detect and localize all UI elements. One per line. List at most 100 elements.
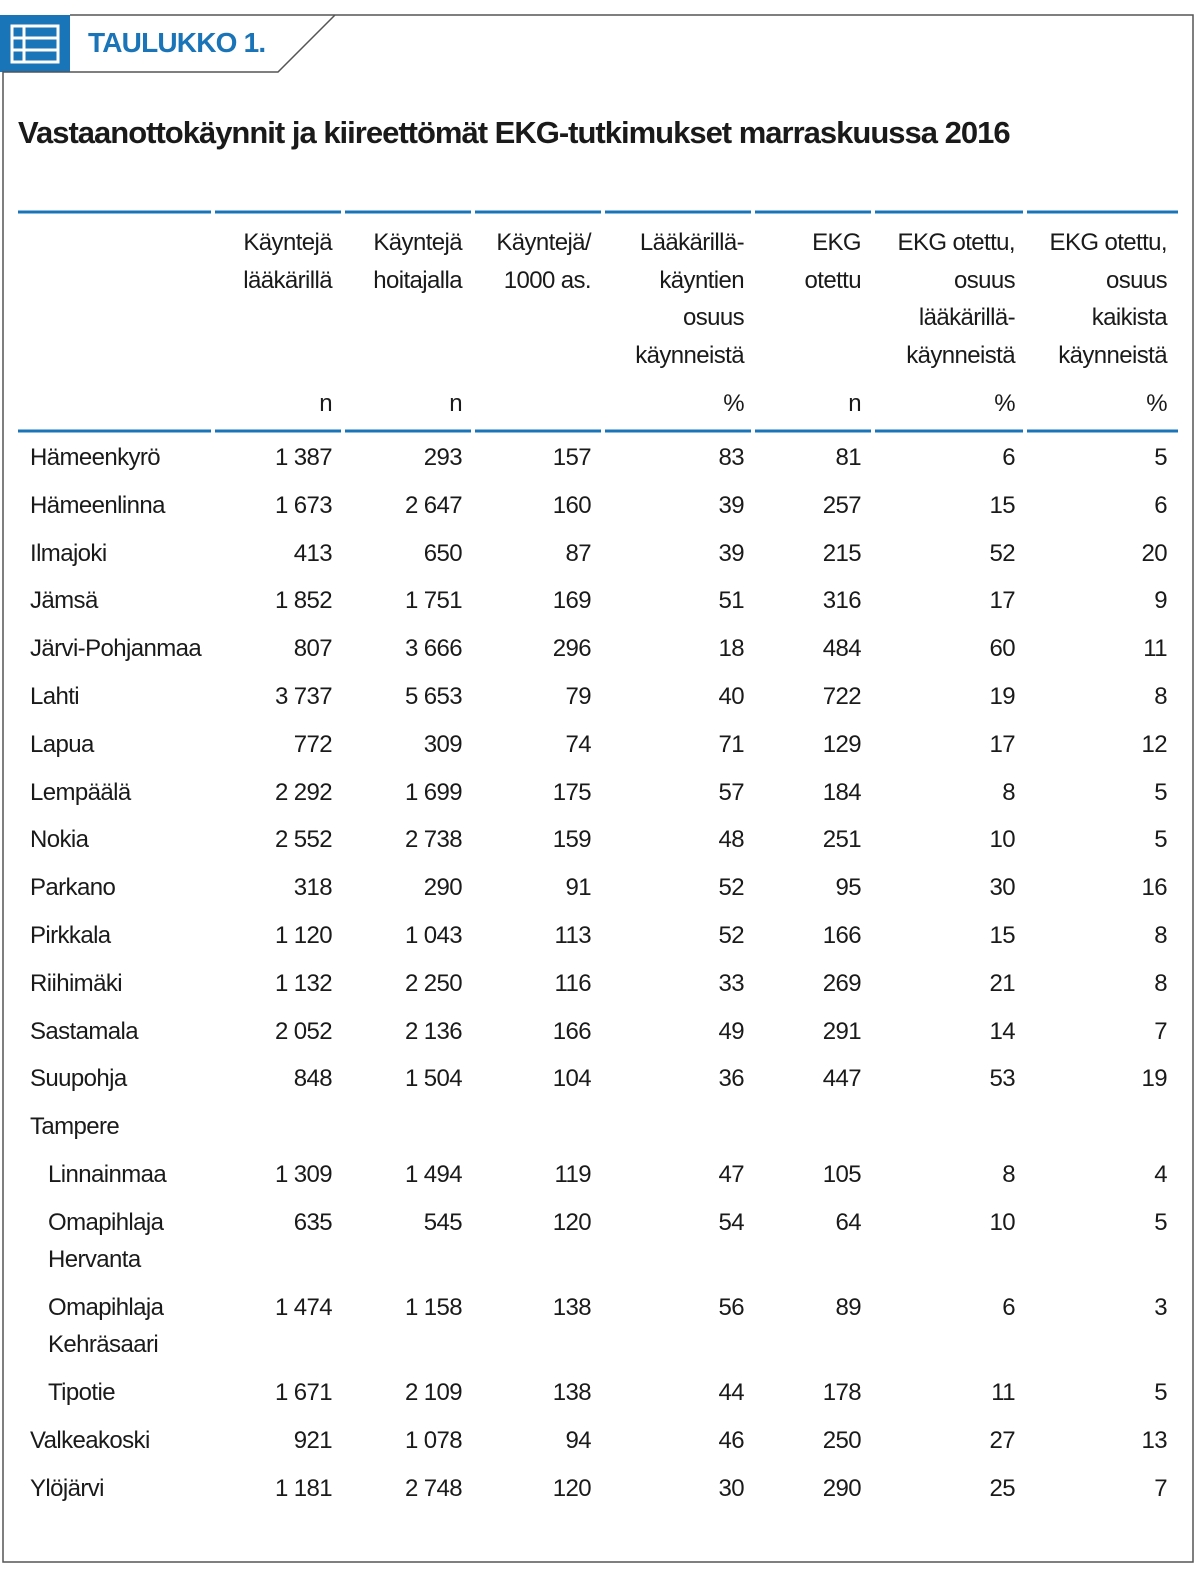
cell: 807 (293, 635, 333, 663)
cell: 91 (565, 874, 592, 902)
column-header: 1000 as. (503, 266, 592, 294)
cell: 120 (552, 1475, 592, 1502)
cell: 157 (552, 444, 592, 471)
cell: 293 (423, 444, 463, 471)
cell: 20 (1141, 539, 1168, 567)
cell: 3 (1154, 1294, 1167, 1322)
row-label: Lahti (30, 683, 80, 710)
cell: 166 (552, 1017, 592, 1045)
cell: 113 (554, 922, 592, 949)
row-label: Omapihlaja (48, 1294, 164, 1322)
cell: 52 (718, 874, 745, 902)
cell: 159 (552, 826, 592, 854)
column-header: Käyntejä/ (496, 229, 591, 256)
column-header: käyntien (659, 266, 744, 294)
cell: 129 (822, 730, 862, 758)
cell: 49 (718, 1017, 745, 1045)
cell: 2 250 (404, 969, 463, 997)
cell: 119 (554, 1161, 592, 1188)
cell: 116 (554, 969, 592, 997)
cell: 2 109 (404, 1379, 463, 1407)
cell: 5 (1154, 444, 1167, 471)
cell: 1 494 (404, 1161, 463, 1188)
row-label: Hämeenlinna (30, 491, 165, 519)
cell: 13 (1141, 1427, 1168, 1455)
cell: 2 292 (274, 778, 333, 806)
cell: 5 (1154, 1379, 1167, 1407)
cell: 413 (293, 539, 333, 567)
row-label: Hämeenkyrö (30, 444, 161, 471)
cell: 257 (822, 491, 862, 519)
cell: 175 (552, 778, 592, 806)
cell: 64 (835, 1208, 862, 1236)
row-label: Nokia (30, 826, 89, 854)
cell: 19 (989, 683, 1016, 710)
cell: 104 (552, 1065, 592, 1093)
cell: 120 (552, 1208, 592, 1236)
cell: 30 (989, 874, 1016, 902)
row-label: Kehräsaari (48, 1331, 159, 1359)
cell: 138 (552, 1294, 592, 1322)
cell: 17 (989, 730, 1016, 758)
cell: 52 (989, 539, 1016, 567)
cell: 95 (835, 874, 862, 902)
cell: 1 852 (274, 587, 333, 615)
cell: 4 (1154, 1161, 1167, 1188)
cell: 316 (822, 587, 862, 615)
cell: 36 (718, 1065, 745, 1093)
cell: 57 (718, 778, 745, 806)
cell: 12 (1141, 730, 1168, 758)
cell: 6 (1154, 491, 1167, 519)
cell: 7 (1154, 1017, 1167, 1045)
cell: 8 (1002, 1161, 1015, 1188)
cell: 138 (552, 1379, 592, 1407)
cell: 10 (989, 1208, 1016, 1236)
unit: % (1146, 390, 1167, 417)
column-header: otettu (804, 266, 862, 294)
cell: 178 (822, 1379, 862, 1407)
cell: 251 (822, 826, 862, 854)
cell: 87 (565, 539, 592, 567)
row-label: Ilmajoki (30, 539, 107, 567)
row-label: Pirkkala (30, 922, 111, 949)
cell: 1 181 (274, 1475, 333, 1502)
cell: 54 (718, 1208, 745, 1236)
cell: 52 (718, 922, 745, 949)
cell: 921 (293, 1427, 333, 1455)
unit: % (994, 390, 1015, 417)
cell: 2 552 (274, 826, 333, 854)
cell: 848 (293, 1065, 333, 1093)
table-title: Vastaanottokäynnit ja kiireettömät EKG-t… (18, 115, 1011, 150)
cell: 6 (1002, 444, 1015, 471)
cell: 1 751 (404, 587, 463, 615)
cell: 160 (552, 491, 592, 519)
column-header: käynneistä (635, 342, 744, 370)
row-label: Lempäälä (30, 778, 131, 806)
column-header: Lääkärillä- (639, 229, 745, 256)
cell: 74 (565, 730, 592, 758)
cell: 47 (718, 1161, 745, 1188)
row-label: Sastamala (30, 1017, 139, 1045)
column-header: EKG otettu, (897, 229, 1016, 256)
cell: 30 (718, 1475, 745, 1502)
cell: 309 (423, 730, 463, 758)
cell: 3 666 (404, 635, 463, 663)
row-label: Parkano (30, 874, 116, 902)
cell: 722 (822, 683, 862, 710)
row-label: Hervanta (48, 1245, 141, 1273)
cell: 1 699 (404, 778, 463, 806)
cell: 5 (1154, 826, 1167, 854)
row-label: Tampere (30, 1113, 120, 1141)
column-header: kaikista (1091, 304, 1168, 332)
border (2, 14, 1194, 1563)
row-label: Lapua (30, 730, 94, 758)
cell: 318 (293, 874, 333, 902)
cell: 169 (552, 587, 592, 615)
row-label: Jämsä (30, 587, 98, 615)
column-header: hoitajalla (373, 266, 462, 294)
column-header: Käyntejä (373, 229, 462, 256)
column-header: Käyntejä (243, 229, 332, 256)
cell: 44 (718, 1379, 745, 1407)
cell: 15 (989, 491, 1016, 519)
unit: n (848, 390, 861, 417)
